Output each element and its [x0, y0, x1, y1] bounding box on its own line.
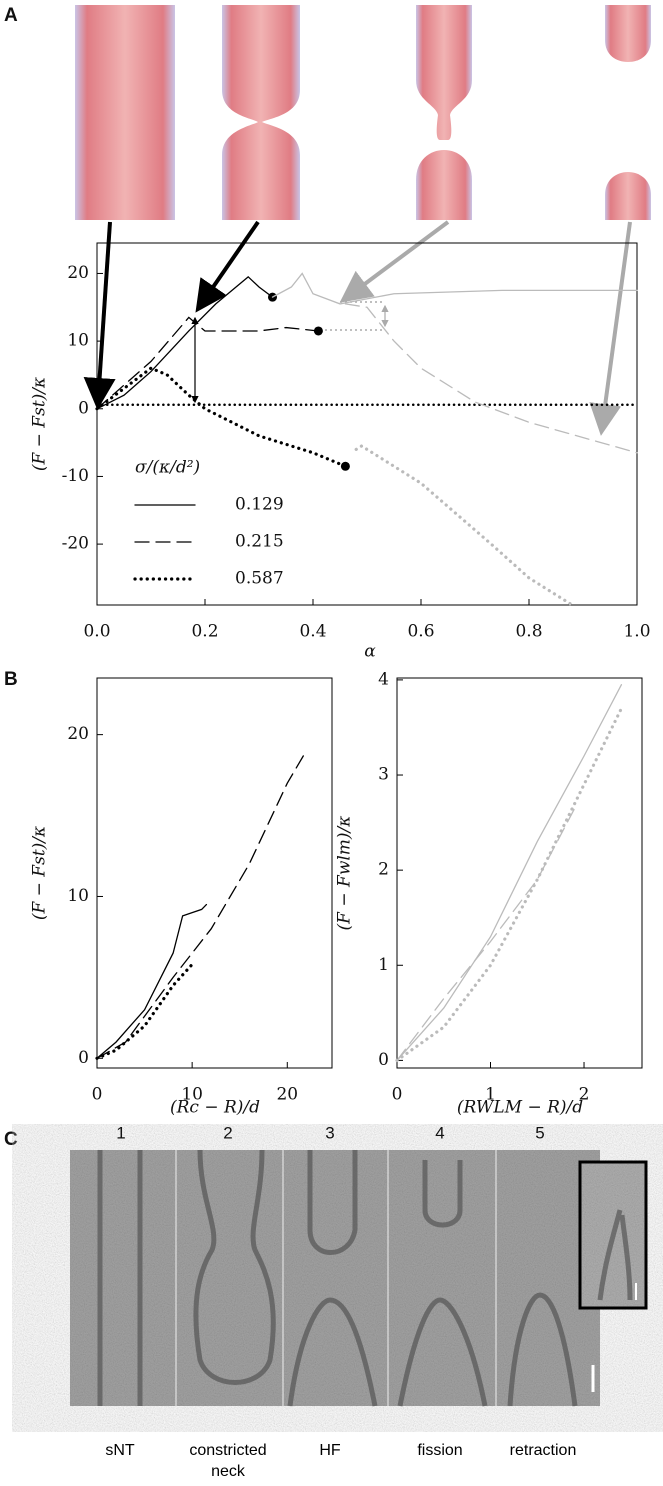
series-line — [96, 903, 208, 1059]
x-tick-label: 0.2 — [191, 622, 218, 642]
x-tick-label: 0 — [92, 1085, 103, 1105]
panel-label: C — [4, 1129, 18, 1150]
panel-label: B — [4, 669, 18, 690]
plot-frame — [96, 242, 638, 606]
x-tick-label: 0.4 — [299, 622, 326, 642]
y-tick-label: -20 — [62, 534, 89, 554]
series-line — [96, 316, 320, 410]
y-tick-label: 20 — [67, 263, 89, 283]
frame-number: 2 — [223, 1123, 232, 1142]
y-tick-label: 0 — [378, 1050, 389, 1070]
y-tick-label: 0 — [78, 1048, 89, 1068]
y-tick-label: 10 — [67, 331, 89, 351]
series-line — [96, 750, 307, 1059]
series-line — [95, 962, 194, 1060]
frame-number: 5 — [535, 1123, 544, 1142]
legend-label: 0.587 — [235, 569, 284, 589]
frame-caption: sNT — [105, 1442, 135, 1459]
x-tick-label: 10 — [181, 1085, 203, 1105]
series-line — [95, 366, 347, 468]
x-tick-label: 0.0 — [83, 622, 110, 642]
x-tick-label: 0 — [392, 1085, 403, 1105]
series-line — [96, 275, 274, 410]
plot-frame — [96, 677, 333, 1069]
series-line — [271, 272, 638, 305]
legend-label: 0.215 — [235, 532, 284, 552]
y-tick-label: 3 — [378, 765, 389, 785]
series-line — [396, 807, 576, 1062]
x-tick-label: 1 — [485, 1085, 496, 1105]
y-axis-label: (F − Fst)/κ — [30, 377, 50, 471]
end-marker — [313, 326, 323, 336]
y-axis-label: (F − Fst)/κ — [30, 826, 50, 920]
legend-title: σ/(κ/d²) — [135, 458, 200, 478]
legend-label: 0.129 — [235, 495, 284, 515]
series-line — [396, 684, 623, 1062]
y-tick-label: 4 — [378, 669, 389, 689]
frame-number: 1 — [116, 1123, 125, 1142]
panel-label: A — [4, 5, 18, 26]
series-line — [344, 303, 638, 454]
plot-frame — [396, 677, 643, 1069]
frame-caption: fission — [417, 1442, 463, 1459]
series-line — [395, 706, 624, 1062]
frame-caption: constricted neck — [189, 1442, 267, 1480]
x-axis-label: (RWLM − R)/d — [457, 1098, 583, 1118]
end-marker — [340, 461, 350, 471]
frame-caption: retraction — [509, 1442, 577, 1459]
y-tick-label: 10 — [67, 886, 89, 906]
x-tick-label: 2 — [579, 1085, 590, 1105]
x-tick-label: 0.8 — [515, 622, 542, 642]
y-tick-label: 20 — [67, 724, 89, 744]
frame-caption: HF — [319, 1442, 341, 1459]
x-axis-label: (Rc − R)/d — [170, 1098, 260, 1118]
snapshots — [75, 5, 651, 220]
y-tick-label: 1 — [378, 955, 389, 975]
x-tick-label: 20 — [276, 1085, 298, 1105]
x-axis-label: α — [364, 642, 376, 662]
micrographs — [70, 1149, 648, 1407]
y-tick-label: 2 — [378, 860, 389, 880]
x-tick-label: 1.0 — [623, 622, 650, 642]
y-tick-label: 0 — [78, 398, 89, 418]
frame-number: 3 — [325, 1123, 334, 1142]
x-tick-label: 0.6 — [407, 622, 434, 642]
series-line — [354, 444, 574, 607]
y-tick-label: -10 — [62, 466, 89, 486]
y-axis-label: (F − Fwlm)/κ — [335, 816, 355, 931]
arrows — [83, 220, 632, 436]
frame-number: 4 — [435, 1123, 444, 1142]
